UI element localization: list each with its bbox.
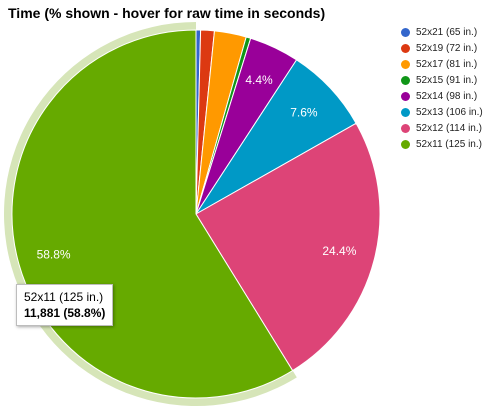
legend-swatch	[401, 140, 410, 149]
slice-label-7: 58.8%	[37, 247, 71, 261]
legend-swatch	[401, 108, 410, 117]
legend-swatch	[401, 92, 410, 101]
chart-legend: 52x21 (65 in.) 52x19 (72 in.) 52x17 (81 in…	[401, 25, 483, 153]
legend-label: 52x15 (91 in.)	[416, 75, 478, 86]
slice-label-4: 4.4%	[245, 73, 273, 87]
legend-item[interactable]: 52x19 (72 in.)	[401, 41, 483, 56]
tooltip: 52x11 (125 in.) 11,881 (58.8%)	[16, 284, 114, 326]
legend-label: 52x12 (114 in.)	[416, 123, 482, 134]
legend-item[interactable]: 52x14 (98 in.)	[401, 89, 483, 104]
pie-slice-6[interactable]	[195, 122, 381, 372]
legend-item[interactable]: 52x17 (81 in.)	[401, 57, 483, 72]
legend-item[interactable]: 52x13 (106 in.)	[401, 105, 483, 120]
legend-item[interactable]: 52x15 (91 in.)	[401, 73, 483, 88]
legend-label: 52x11 (125 in.)	[416, 139, 482, 150]
slice-label-5: 7.6%	[290, 106, 318, 120]
legend-item[interactable]: 52x11 (125 in.)	[401, 137, 483, 152]
tooltip-name: 52x11 (125 in.)	[24, 290, 104, 304]
legend-item[interactable]: 52x21 (65 in.)	[401, 25, 483, 40]
tooltip-value: 11,881 (58.8%)	[24, 306, 106, 320]
legend-label: 52x14 (98 in.)	[416, 91, 478, 102]
chart-title: Time (% shown - hover for raw time in se…	[8, 5, 326, 21]
legend-label: 52x19 (72 in.)	[416, 43, 478, 54]
legend-label: 52x21 (65 in.)	[416, 27, 478, 38]
slice-label-6: 24.4%	[322, 244, 356, 258]
legend-swatch	[401, 124, 410, 133]
legend-swatch	[401, 76, 410, 85]
legend-swatch	[401, 28, 410, 37]
legend-label: 52x17 (81 in.)	[416, 59, 478, 70]
legend-item[interactable]: 52x12 (114 in.)	[401, 121, 483, 136]
legend-label: 52x13 (106 in.)	[416, 107, 483, 118]
legend-swatch	[401, 60, 410, 69]
legend-swatch	[401, 44, 410, 53]
